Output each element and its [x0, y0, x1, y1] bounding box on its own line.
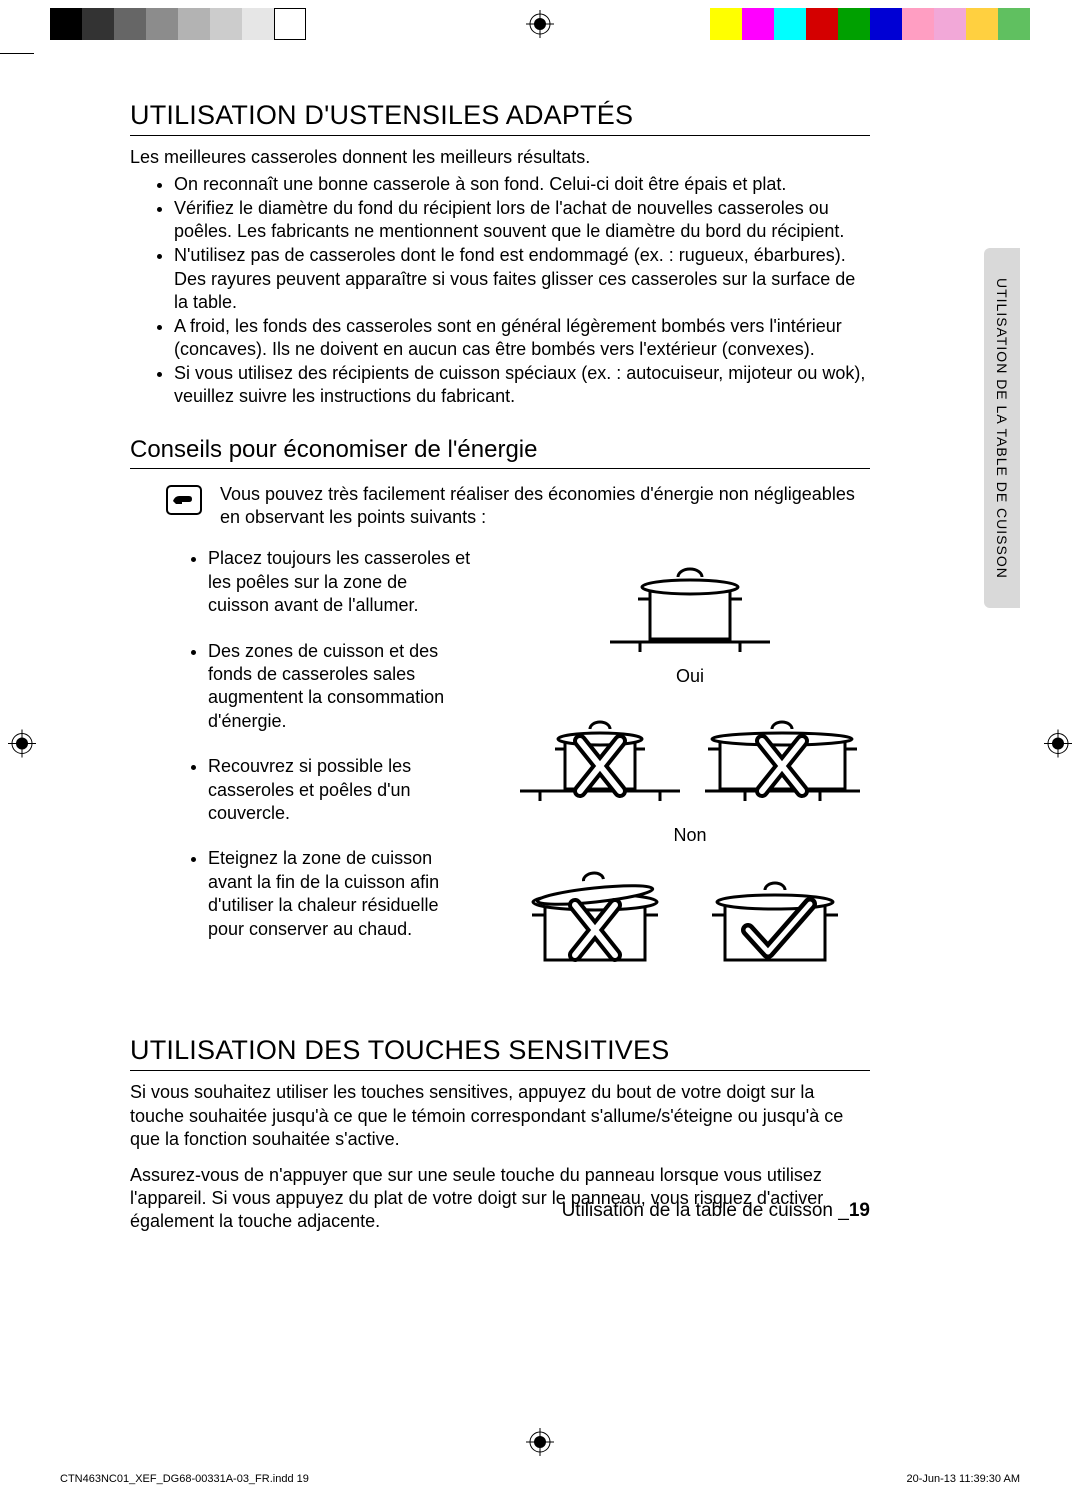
figure-yes-label: Oui [510, 666, 870, 687]
registration-mark-icon [526, 10, 554, 43]
bullet-item: Si vous utilisez des récipients de cuiss… [174, 362, 870, 408]
crop-rule [0, 53, 34, 54]
registration-mark-icon [526, 1428, 554, 1461]
print-meta: CTN463NC01_XEF_DG68-00331A-03_FR.indd 19… [60, 1473, 1020, 1485]
lid-comparison-icon [510, 860, 870, 980]
page-content: UTILISATION D'USTENSILES ADAPTÉS Les mei… [130, 100, 870, 1246]
hand-point-icon [166, 485, 202, 520]
figure-no-label: Non [510, 825, 870, 846]
tip-callout: Vous pouvez très facilement réaliser des… [130, 483, 870, 530]
figure-correct-pot: Oui [510, 547, 870, 687]
registration-mark-icon [8, 729, 36, 762]
section1-intro: Les meilleures casseroles donnent les me… [130, 146, 870, 169]
bullet-item: A froid, les fonds des casseroles sont e… [174, 315, 870, 361]
figure-wrong-size: Non [510, 701, 870, 846]
print-date: 20-Jun-13 11:39:30 AM [906, 1473, 1020, 1485]
tip-item: Placez toujours les casseroles et les po… [208, 547, 476, 617]
section2-para2: Assurez-vous de n'appuyer que sur une se… [130, 1164, 870, 1234]
side-tab: UTILISATION DE LA TABLE DE CUISSON [984, 248, 1020, 608]
pots-wrong-size-icon [510, 701, 870, 816]
footer-text: Utilisation de la table de cuisson _ [562, 1200, 849, 1221]
section1-bullets: On reconnaît une bonne casserole à son f… [130, 173, 870, 407]
tip-item: Eteignez la zone de cuisson avant la fin… [208, 847, 476, 941]
bullet-item: On reconnaît une bonne casserole à son f… [174, 173, 870, 196]
section1-heading: UTILISATION D'USTENSILES ADAPTÉS [130, 100, 870, 136]
page-number: 19 [849, 1200, 870, 1221]
figure-lid-comparison [510, 860, 870, 985]
section2-para1: Si vous souhaitez utiliser les touches s… [130, 1081, 870, 1151]
page-footer: Utilisation de la table de cuisson _19 [130, 1200, 870, 1222]
section2-heading: UTILISATION DES TOUCHES SENSITIVES [130, 1035, 870, 1071]
print-file: CTN463NC01_XEF_DG68-00331A-03_FR.indd 19 [60, 1473, 309, 1485]
registration-mark-icon [1044, 729, 1072, 762]
tip-item: Recouvrez si possible les casseroles et … [208, 755, 476, 825]
bullet-item: Vérifiez le diamètre du fond du récipien… [174, 197, 870, 243]
bullet-item: N'utilisez pas de casseroles dont le fon… [174, 244, 870, 313]
energy-tips-list: Placez toujours les casseroles et les po… [130, 547, 476, 940]
tip-item: Des zones de cuisson et des fonds de cas… [208, 640, 476, 734]
subsection-heading: Conseils pour économiser de l'énergie [130, 436, 870, 469]
side-tab-label: UTILISATION DE LA TABLE DE CUISSON [994, 278, 1010, 579]
tip-text: Vous pouvez très facilement réaliser des… [220, 483, 870, 530]
pot-correct-icon [590, 547, 790, 657]
